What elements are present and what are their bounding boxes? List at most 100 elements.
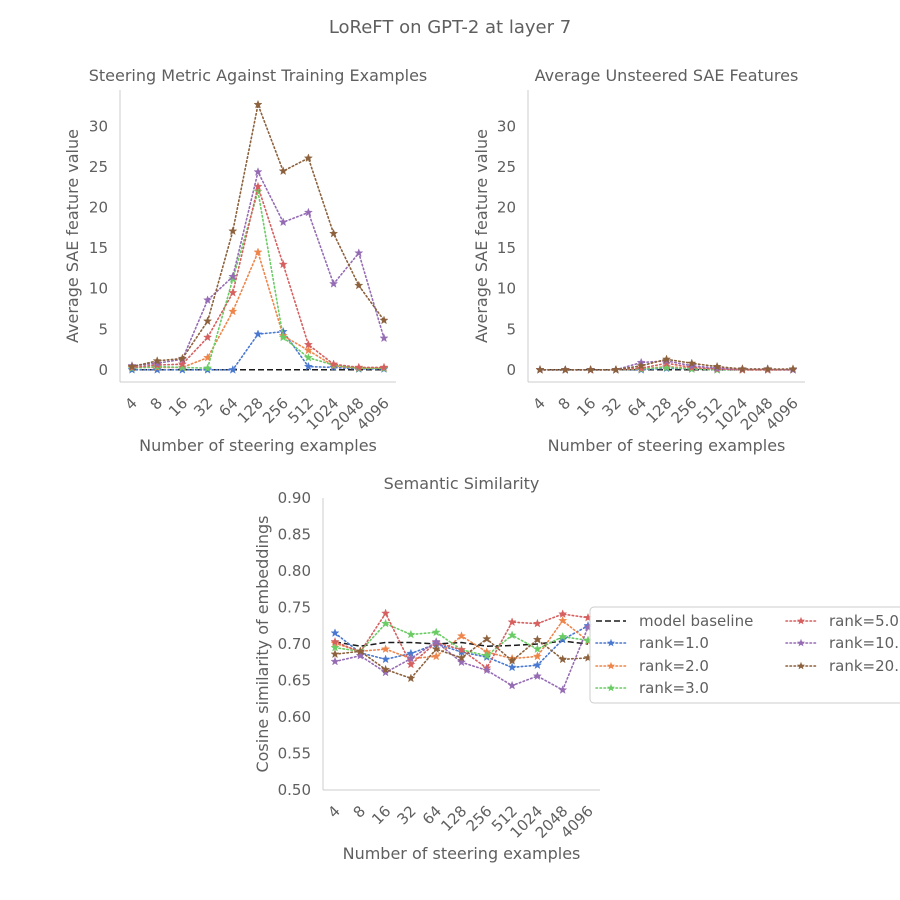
- data-point: [406, 673, 416, 683]
- data-point: [329, 228, 339, 238]
- data-point: [253, 186, 263, 196]
- y-tick-label: 10: [497, 280, 516, 298]
- legend-entry: model baseline: [596, 612, 753, 630]
- data-point: [406, 659, 416, 669]
- data-point: [788, 364, 798, 373]
- series-line: [131, 169, 385, 367]
- data-point: [406, 653, 416, 663]
- y-tick-label: 0.80: [278, 562, 311, 580]
- data-point: [355, 646, 365, 656]
- x-axis-label: Number of steering examples: [343, 844, 581, 863]
- legend-label: rank=10.: [829, 634, 899, 652]
- legend-entry: rank=1.0: [595, 634, 709, 652]
- data-point: [532, 651, 542, 661]
- data-point: [687, 358, 697, 368]
- y-tick-label: 0.55: [278, 745, 311, 763]
- data-point: [456, 657, 467, 667]
- data-point: [228, 306, 238, 316]
- data-point: [228, 288, 238, 297]
- data-point: [203, 316, 213, 326]
- data-point: [532, 634, 542, 644]
- data-point: [278, 259, 288, 269]
- data-point: [763, 364, 773, 373]
- y-tick-label: 15: [89, 239, 108, 257]
- data-point: [381, 654, 391, 664]
- y-tick-label: 25: [89, 158, 108, 176]
- legend-entry: rank=2.0: [595, 657, 709, 675]
- data-point: [303, 361, 313, 371]
- y-tick-label: 0.75: [278, 599, 311, 617]
- data-point: [507, 630, 517, 640]
- series-rank-5-0: [127, 181, 389, 372]
- unsteered-features-chart: Average Unsteered SAE Features 0 5 10 15 20 25…: [472, 66, 805, 455]
- y-tick-label: 0.65: [278, 672, 311, 690]
- data-point: [532, 644, 542, 653]
- data-point: [278, 217, 288, 227]
- y-tick-label: 30: [89, 118, 108, 136]
- x-tick-label: 4: [324, 802, 343, 821]
- legend-label: model baseline: [639, 612, 753, 630]
- y-tick-label: 0: [98, 361, 108, 379]
- y-tick-label: 20: [89, 199, 108, 217]
- y-tick-label: 0.60: [278, 708, 311, 726]
- x-tick-label: 16: [573, 394, 599, 420]
- chart-title: Average Unsteered SAE Features: [535, 66, 799, 85]
- data-point: [152, 365, 162, 374]
- series-rank-3-0: [330, 618, 593, 660]
- data-point: [253, 329, 263, 339]
- data-point: [303, 153, 313, 162]
- data-point: [381, 608, 391, 618]
- legend-label: rank=1.0: [639, 634, 709, 652]
- legend-entry: rank=10.: [785, 634, 899, 652]
- chart-title: Semantic Similarity: [384, 474, 540, 493]
- data-point: [456, 653, 467, 662]
- legend-marker: [607, 683, 615, 692]
- data-point: [431, 627, 441, 637]
- data-point: [177, 362, 187, 372]
- data-point: [303, 352, 313, 362]
- data-point: [203, 332, 213, 342]
- x-tick-label: 4: [529, 394, 548, 413]
- data-point: [379, 333, 389, 343]
- data-point: [330, 649, 340, 659]
- x-tick-label: 16: [368, 802, 394, 828]
- data-point: [456, 631, 467, 640]
- legend-label: rank=20.: [829, 657, 899, 675]
- legend-entry: rank=5.0: [785, 612, 899, 630]
- series-line: [334, 611, 589, 670]
- y-tick-label: 0: [506, 361, 516, 379]
- data-point: [558, 634, 568, 644]
- data-point: [507, 680, 517, 690]
- data-point: [661, 354, 672, 364]
- data-point: [177, 353, 187, 363]
- series-rank-20-: [127, 99, 389, 371]
- data-point: [381, 644, 391, 653]
- baseline-line: [334, 640, 589, 647]
- x-tick-label: 32: [190, 394, 216, 420]
- data-point: [278, 332, 288, 342]
- y-tick-label: 0.85: [278, 526, 311, 544]
- data-point: [507, 617, 517, 626]
- x-tick-label: 8: [555, 394, 574, 413]
- data-point: [661, 358, 672, 368]
- data-point: [228, 271, 238, 281]
- y-tick-label: 15: [497, 239, 516, 257]
- legend-marker: [607, 638, 615, 647]
- data-point: [152, 356, 162, 365]
- y-tick-label: 0.90: [278, 489, 311, 507]
- data-point: [303, 339, 313, 349]
- data-point: [253, 167, 263, 176]
- series-line: [131, 191, 385, 370]
- legend-marker: [607, 661, 615, 670]
- data-point: [431, 637, 441, 646]
- series-rank-2-0: [127, 247, 389, 373]
- data-point: [586, 365, 596, 374]
- y-tick-label: 5: [98, 320, 108, 338]
- data-point: [354, 280, 364, 290]
- data-point: [507, 662, 517, 672]
- series-rank-10-: [330, 622, 593, 694]
- data-point: [379, 362, 389, 372]
- x-tick-label: 4: [121, 394, 140, 413]
- figure-title: LoReFT on GPT-2 at layer 7: [329, 17, 571, 38]
